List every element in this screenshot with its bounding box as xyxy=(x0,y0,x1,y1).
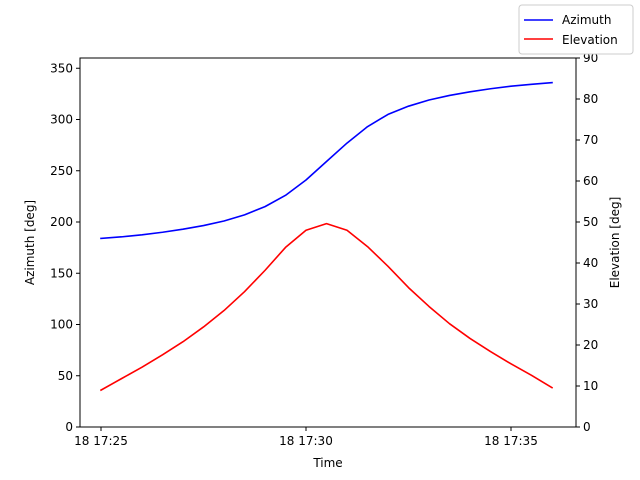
left-tick-label: 200 xyxy=(50,215,73,229)
right-tick-label: 70 xyxy=(583,133,598,147)
right-tick-label: 20 xyxy=(583,338,598,352)
left-tick-label: 100 xyxy=(50,318,73,332)
right-axis-label: Elevation [deg] xyxy=(608,197,622,289)
left-tick-label: 0 xyxy=(65,420,73,434)
right-tick-label: 40 xyxy=(583,256,598,270)
plot-frame xyxy=(79,57,577,428)
left-axis-ticks: 0 50 100 150 200 250 300 350 xyxy=(50,61,80,434)
series-line-azimuth xyxy=(100,81,553,240)
right-tick-label: 80 xyxy=(583,92,598,106)
left-tick-label: 50 xyxy=(58,369,73,383)
left-tick-label: 150 xyxy=(50,266,73,280)
x-axis-ticks: 18 17:25 18 17:30 18 17:35 xyxy=(74,427,538,448)
x-tick-label: 18 17:35 xyxy=(484,434,538,448)
left-tick-label: 250 xyxy=(50,164,73,178)
x-tick-label: 18 17:30 xyxy=(279,434,333,448)
right-tick-label: 10 xyxy=(583,379,598,393)
right-tick-label: 30 xyxy=(583,297,598,311)
x-axis-label: Time xyxy=(312,456,342,470)
left-tick-label: 300 xyxy=(50,113,73,127)
series-line-elevation xyxy=(99,222,554,392)
legend-label-elevation: Elevation xyxy=(562,33,618,47)
legend: Azimuth Elevation xyxy=(518,4,634,55)
legend-box xyxy=(518,4,634,55)
right-tick-label: 50 xyxy=(583,215,598,229)
x-tick-label: 18 17:25 xyxy=(74,434,128,448)
legend-label-azimuth: Azimuth xyxy=(562,13,611,27)
left-axis-label: Azimuth [deg] xyxy=(23,200,37,285)
left-tick-label: 350 xyxy=(50,61,73,75)
right-tick-label: 0 xyxy=(583,420,591,434)
right-tick-label: 60 xyxy=(583,174,598,188)
series-lines xyxy=(99,81,554,392)
